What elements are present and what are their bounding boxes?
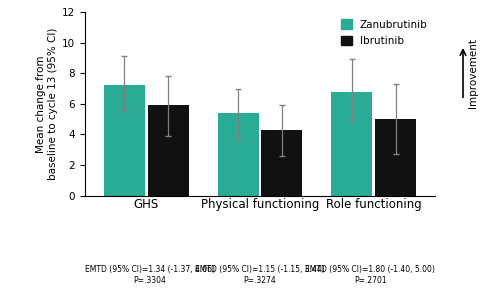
Bar	[104, 85, 145, 196]
Text: EMTD (95% CI)=1.34 (-1.37, 4.06)
P=.3304: EMTD (95% CI)=1.34 (-1.37, 4.06) P=.3304	[85, 265, 215, 285]
Bar	[218, 113, 258, 196]
Text: EMTD (95% CI)=1.15 (-1.15, 3.44)
P=.3274: EMTD (95% CI)=1.15 (-1.15, 3.44) P=.3274	[195, 265, 325, 285]
Bar	[375, 119, 416, 196]
Bar	[148, 105, 188, 196]
Bar	[332, 92, 372, 196]
Text: Improvement: Improvement	[468, 38, 478, 108]
Bar	[262, 130, 302, 196]
Legend: Zanubrutinib, Ibrutinib: Zanubrutinib, Ibrutinib	[337, 15, 432, 50]
Y-axis label: Mean change from
baseline to cycle 13 (95% CI): Mean change from baseline to cycle 13 (9…	[36, 28, 58, 180]
Text: EMTD (95% CI)=1.80 (-1.40, 5.00)
P=.2701: EMTD (95% CI)=1.80 (-1.40, 5.00) P=.2701	[306, 265, 435, 285]
